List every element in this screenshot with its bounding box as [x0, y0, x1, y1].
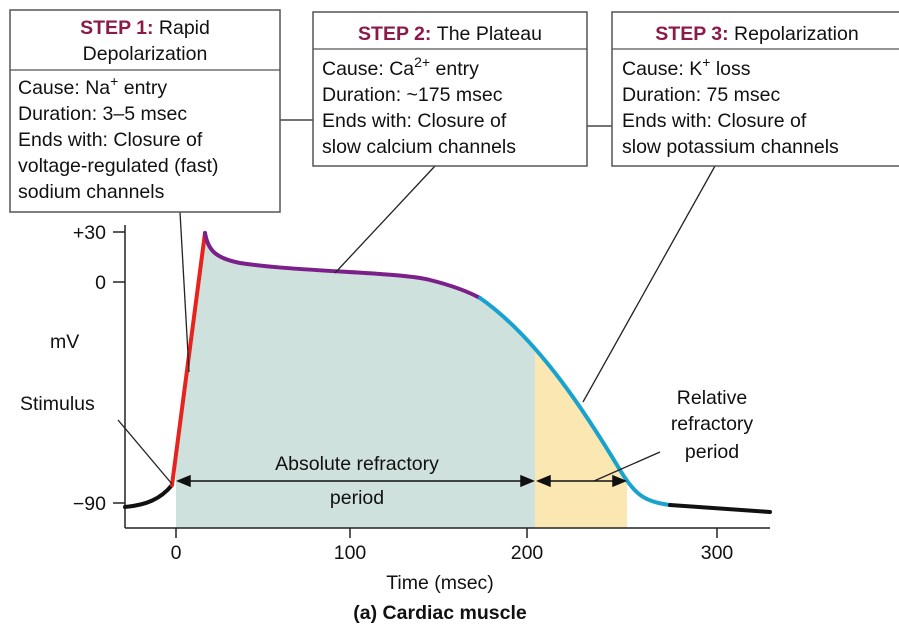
y-tick-label: +30 — [73, 222, 106, 244]
step-ends: slow potassium channels — [622, 136, 839, 158]
x-tick-label: 0 — [171, 542, 182, 564]
step-1-box — [9, 9, 281, 213]
step-cause: Cause: Ca2+ entry — [322, 54, 479, 80]
step-title: STEP 1: Rapid — [80, 17, 210, 39]
y-tick-label: 0 — [95, 272, 106, 294]
x-tick-label: 200 — [511, 542, 544, 564]
step-cause: Cause: K+ loss — [622, 54, 751, 80]
step-title-text: Repolarization — [734, 23, 859, 45]
y-tick-label: −90 — [73, 493, 106, 515]
relative-refractory-region — [535, 348, 627, 528]
x-axis-label: Time (msec) — [386, 572, 494, 594]
cause-sup: + — [110, 73, 118, 89]
absolute-label: period — [330, 487, 384, 509]
step-ends: slow calcium channels — [322, 136, 516, 158]
step-duration: Duration: ~175 msec — [322, 84, 503, 106]
cause-text: loss — [710, 58, 750, 80]
step-ends: Ends with: Closure of — [18, 129, 203, 151]
caption: (a) Cardiac muscle — [353, 602, 527, 624]
y-axis-label: mV — [50, 331, 79, 353]
leader-lines — [117, 119, 716, 485]
cause-sup: 2+ — [414, 54, 430, 70]
relative-label: refractory — [671, 413, 754, 435]
cause-text: Cause: Ca — [322, 58, 414, 80]
step-cause: Cause: Na+ entry — [18, 73, 167, 99]
step-ends: voltage-regulated (fast) — [18, 155, 219, 177]
step-label: STEP 1: — [80, 17, 153, 39]
cause-text: Cause: Na — [18, 77, 110, 99]
step-label: STEP 3: — [655, 23, 728, 45]
relative-label: period — [685, 441, 739, 463]
step-duration: Duration: 75 msec — [622, 84, 780, 106]
relative-label: Relative — [677, 387, 747, 409]
cause-text: entry — [118, 77, 167, 99]
step-title: STEP 2: The Plateau — [358, 23, 542, 45]
x-tick-label: 100 — [334, 542, 367, 564]
cause-text: Cause: K — [622, 58, 702, 80]
step-title-text: Rapid — [159, 17, 210, 39]
cause-text: entry — [430, 58, 479, 80]
step-duration: Duration: 3–5 msec — [18, 103, 187, 125]
refractory-arrows — [176, 474, 627, 488]
step-3-box — [611, 11, 899, 167]
axes — [113, 225, 770, 538]
step-title-text: Depolarization — [83, 43, 208, 65]
stimulus-label: Stimulus — [20, 393, 95, 415]
absolute-label: Absolute refractory — [275, 453, 439, 475]
step-title: STEP 3: Repolarization — [655, 23, 858, 45]
step-2-box — [312, 11, 588, 167]
absolute-refractory-region — [176, 233, 535, 528]
step-ends: sodium channels — [18, 181, 165, 203]
step-title-text: The Plateau — [437, 23, 542, 45]
step-ends: Ends with: Closure of — [622, 110, 807, 132]
step-label: STEP 2: — [358, 23, 431, 45]
cause-sup: + — [702, 54, 710, 70]
step-ends: Ends with: Closure of — [322, 110, 507, 132]
x-tick-label: 300 — [701, 542, 734, 564]
